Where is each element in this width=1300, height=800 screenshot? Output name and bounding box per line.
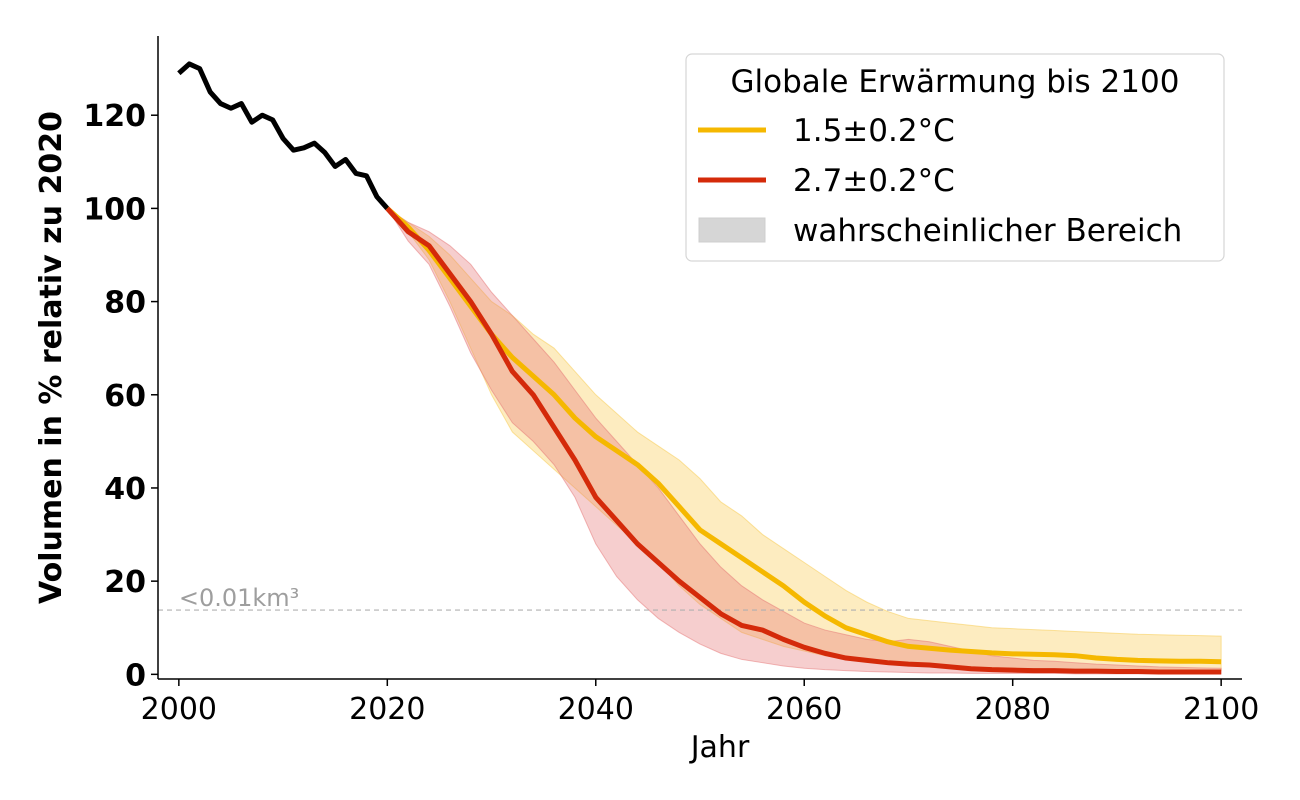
x-tick-label: 2080 [975, 692, 1051, 727]
lines-layer: <0.01km³ [158, 61, 1242, 675]
legend-entry-label: 2.7±0.2°C [793, 163, 955, 199]
y-tick-label: 40 [104, 472, 146, 507]
legend-box [685, 53, 1225, 262]
y-tick-label: 100 [83, 192, 146, 227]
line-series-2 [385, 206, 1222, 675]
y-axis-title: Volumen in % relativ zu 2020 [34, 111, 69, 604]
x-tick-label: 2040 [558, 692, 634, 727]
y-tick-label: 20 [104, 565, 146, 600]
threshold-label: <0.01km³ [179, 584, 299, 612]
x-tick-label: 2060 [766, 692, 842, 727]
legend-swatch-band [698, 217, 766, 243]
legend-entry-label: wahrscheinlicher Bereich [793, 213, 1182, 249]
x-tick-label: 2100 [1183, 692, 1259, 727]
x-tick-label: 2020 [349, 692, 425, 727]
y-tick-label: 60 [104, 379, 146, 414]
historical-line [177, 61, 390, 211]
x-tick-label: 2000 [141, 692, 217, 727]
y-tick-label: 0 [125, 658, 146, 693]
y-tick-label: 80 [104, 286, 146, 321]
legend-title: Globale Erwärmung bis 2100 [731, 64, 1180, 100]
line-series-1 [385, 206, 1222, 665]
x-axis-title: Jahr [689, 730, 750, 765]
legend: Globale Erwärmung bis 2100 1.5±0.2°C 2.7±0… [685, 53, 1225, 262]
legend-entry-label: 1.5±0.2°C [793, 113, 955, 149]
y-tick-label: 120 [83, 99, 146, 134]
axes-layer: 2000 2020 2040 2060 2080 2100020406080100120J… [34, 36, 1259, 765]
